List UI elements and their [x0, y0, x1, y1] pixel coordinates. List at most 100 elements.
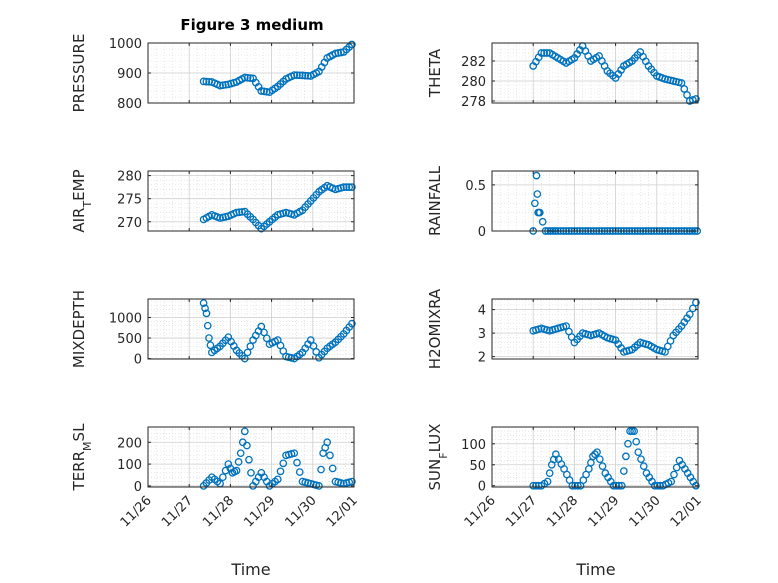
data-point [202, 77, 211, 86]
data-point [328, 464, 337, 473]
data-point [677, 79, 686, 87]
data-point [634, 448, 643, 457]
data-point [304, 71, 312, 80]
series-markers [529, 427, 700, 490]
data-point [595, 455, 604, 464]
y-tick-label: 270 [117, 216, 142, 231]
data-point [670, 470, 678, 479]
y-axis-label: TERRMSL [70, 423, 94, 492]
y-tick-label: 50 [469, 459, 486, 474]
data-point [199, 299, 208, 307]
data-point [688, 304, 697, 313]
data-point [617, 481, 626, 490]
data-point [323, 438, 332, 447]
y-tick-label: 2 [478, 351, 486, 366]
data-point [612, 481, 621, 490]
subplot-sunflux: 0 50 100 SUNFLUX 11/26 11/27 11/28 11/29 11/30 12… [426, 424, 705, 531]
y-tick-label: 0 [478, 480, 486, 495]
data-point [234, 458, 243, 466]
data-point [279, 459, 288, 468]
data-point [243, 348, 252, 357]
series-markers [529, 42, 700, 105]
axes-box [147, 170, 355, 232]
y-tick-label: 0.5 [465, 179, 486, 194]
x-tick-label: 12/01 [324, 493, 361, 530]
data-point [290, 449, 299, 458]
data-point [232, 208, 241, 217]
data-point [290, 71, 299, 79]
data-point [203, 321, 212, 330]
y-tick-label: 500 [117, 332, 142, 347]
data-point [243, 73, 252, 82]
y-tick-label: 280 [461, 75, 486, 90]
y-tick-label: 200 [117, 436, 142, 451]
y-tick-label: 4 [478, 304, 486, 319]
data-point [650, 481, 659, 490]
data-point [537, 49, 546, 57]
data-point [224, 460, 233, 468]
data-point [348, 477, 356, 486]
data-point [535, 208, 544, 217]
y-tick-label: 1000 [109, 311, 142, 326]
y-tick-label: 280 [117, 170, 142, 185]
data-point [632, 437, 641, 446]
y-tick-label: 282 [461, 55, 486, 70]
data-point [257, 87, 266, 95]
x-tick-label: 11/26 [118, 493, 155, 530]
data-point [298, 71, 307, 80]
data-point [293, 458, 301, 467]
data-point [591, 450, 599, 459]
data-point [622, 452, 630, 461]
data-point [206, 341, 215, 350]
subplot-mixdepth: 0 500 1000 MIXDEPTH [70, 290, 356, 368]
data-point [540, 49, 549, 57]
subplot-terrmsl: 0 100 200 TERRMSL 11/26 11/27 11/28 11/29 11/30 1… [70, 423, 361, 530]
data-point [219, 473, 227, 482]
series-markers [529, 298, 700, 356]
data-point [240, 73, 249, 82]
data-point [243, 441, 251, 450]
data-point [260, 87, 268, 96]
axes-box [491, 298, 699, 360]
data-point [295, 71, 304, 80]
data-point [637, 455, 645, 464]
data-point [342, 183, 351, 191]
data-point [326, 451, 334, 460]
data-point [317, 465, 325, 474]
plot-area [492, 171, 698, 231]
data-point [639, 462, 648, 471]
data-point [609, 481, 618, 490]
data-point [301, 71, 310, 80]
x-tick-label: 11/28 [544, 493, 581, 530]
data-point [598, 462, 607, 471]
y-tick-label: 1000 [109, 37, 142, 52]
data-point [529, 481, 538, 490]
y-axis-label: PRESSURE [70, 34, 88, 113]
x-tick-label: 11/27 [503, 493, 540, 530]
subplot-airtemp: 270 275 280 AIRTEMP [70, 169, 356, 233]
data-point [273, 475, 282, 484]
y-tick-label: 275 [117, 193, 142, 208]
data-point [568, 481, 577, 490]
subplot-rainfall: 0 0.5 RAINFALL [426, 165, 702, 240]
axes-box [147, 426, 355, 488]
x-tick-label: 11/29 [241, 493, 278, 530]
data-point [199, 77, 208, 86]
data-point [692, 95, 700, 103]
data-point [331, 49, 340, 58]
data-point [276, 467, 285, 476]
x-tick-label: 11/30 [283, 493, 320, 530]
data-point [235, 208, 244, 217]
data-point [236, 449, 245, 458]
data-point [593, 448, 601, 457]
data-point [348, 319, 356, 328]
data-point [533, 190, 542, 198]
x-tick-label: 12/01 [668, 493, 705, 530]
axes-box [147, 298, 355, 360]
subplot-h2omixra: 2 3 4 H2OMIXRA [426, 288, 700, 369]
y-tick-label: 800 [117, 97, 142, 112]
x-axis-label-left: Time [230, 560, 270, 579]
y-tick-label: 3 [478, 327, 486, 342]
data-point [683, 91, 691, 99]
plot-area [148, 171, 354, 231]
